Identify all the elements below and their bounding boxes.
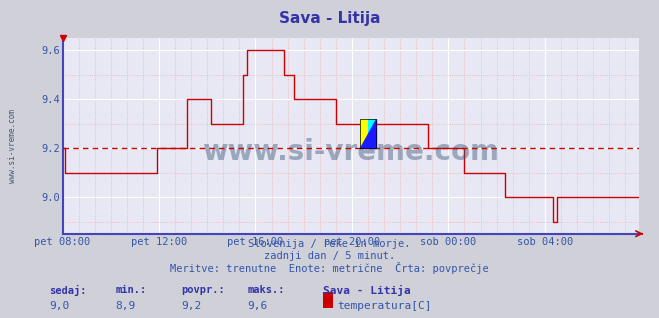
Text: povpr.:: povpr.: [181, 285, 225, 294]
Text: www.si-vreme.com: www.si-vreme.com [8, 109, 17, 183]
Bar [368, 119, 376, 148]
Text: 8,9: 8,9 [115, 301, 136, 310]
Text: 9,2: 9,2 [181, 301, 202, 310]
Text: zadnji dan / 5 minut.: zadnji dan / 5 minut. [264, 251, 395, 260]
Text: min.:: min.: [115, 285, 146, 294]
Text: Sava - Litija: Sava - Litija [279, 11, 380, 26]
Text: sedaj:: sedaj: [49, 285, 87, 296]
Text: temperatura[C]: temperatura[C] [337, 301, 432, 310]
Text: 9,0: 9,0 [49, 301, 70, 310]
Polygon shape [360, 119, 376, 148]
Text: maks.:: maks.: [247, 285, 285, 294]
Bar [360, 119, 368, 148]
Text: Slovenija / reke in morje.: Slovenija / reke in morje. [248, 239, 411, 249]
Text: www.si-vreme.com: www.si-vreme.com [202, 138, 500, 166]
Text: Sava - Litija: Sava - Litija [323, 285, 411, 296]
Bar [360, 119, 376, 148]
Text: Meritve: trenutne  Enote: metrične  Črta: povprečje: Meritve: trenutne Enote: metrične Črta: … [170, 262, 489, 274]
Text: 9,6: 9,6 [247, 301, 268, 310]
